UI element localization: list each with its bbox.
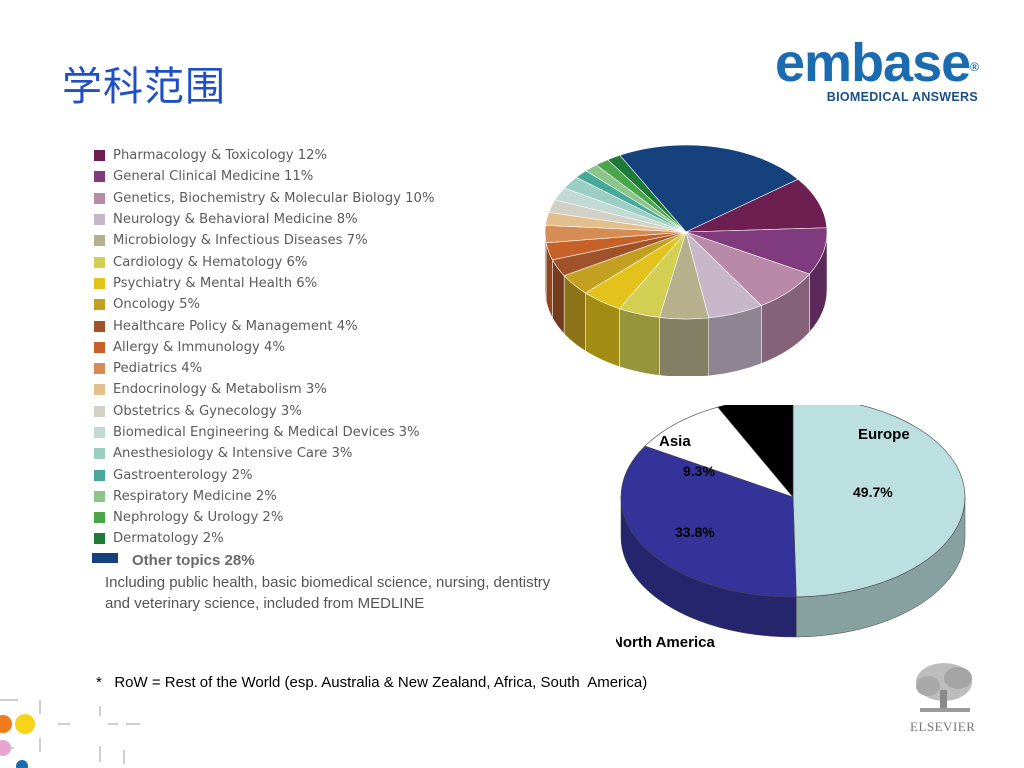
legend-item: Endocrinology & Metabolism 3% xyxy=(94,379,564,400)
data-label-asia: 9.3% xyxy=(683,463,715,479)
pie-slice-asia xyxy=(644,406,794,498)
embase-logo: embase® BIOMEDICAL ANSWERS xyxy=(738,33,979,104)
legend-swatch xyxy=(94,512,105,524)
legend-swatch xyxy=(94,427,105,438)
page-title: 学科范围 xyxy=(62,64,226,110)
legend-label: Allergy & Immunology 4% xyxy=(113,339,285,355)
region-label-north-america: North America xyxy=(616,634,715,651)
legend-item: Gastroenterology 2% xyxy=(94,464,564,485)
legend-swatch xyxy=(94,341,105,353)
legend-label: Psychiatry & Mental Health 6% xyxy=(113,275,318,291)
legend-swatch xyxy=(94,277,105,289)
subject-legend: Pharmacology & Toxicology 12% General Cli… xyxy=(94,145,564,550)
pie-slice-subject-19 xyxy=(607,154,687,233)
legend-label: General Clinical Medicine 11% xyxy=(113,169,314,185)
legend-label: Nephrology & Urology 2% xyxy=(113,510,284,526)
legend-item: Nephrology & Urology 2% xyxy=(94,507,564,528)
legend-label: Obstetrics & Gynecology 3% xyxy=(113,403,302,419)
legend-swatch xyxy=(94,405,105,417)
legend-item: Pediatrics 4% xyxy=(94,358,564,379)
legend-swatch xyxy=(94,235,105,247)
legend-label: Healthcare Policy & Management 4% xyxy=(113,318,358,334)
legend-swatch xyxy=(94,150,105,162)
legend-swatch xyxy=(94,192,105,204)
legend-swatch xyxy=(94,469,105,481)
region-label-row: RoW * xyxy=(748,417,792,434)
decorative-dots xyxy=(0,699,140,768)
legend-item: Respiratory Medicine 2% xyxy=(94,486,564,507)
pie-slice-row xyxy=(717,405,794,498)
legend-label: Dermatology 2% xyxy=(113,531,224,547)
legend-swatch xyxy=(94,256,105,268)
data-label-europe: 49.7% xyxy=(853,484,893,500)
elsevier-wordmark: ELSEVIER xyxy=(910,719,976,734)
elsevier-tree-logo xyxy=(916,663,972,712)
pie-slice-north-america xyxy=(620,445,797,598)
legend-label: Pharmacology & Toxicology 12% xyxy=(113,148,328,164)
logo-reg-mark: ® xyxy=(970,60,979,74)
legend-label: Pediatrics 4% xyxy=(113,361,203,377)
legend-label: Cardiology & Hematology 6% xyxy=(113,254,308,270)
deco-blue-dot xyxy=(16,760,28,768)
legend-item: Neurology & Behavioral Medicine 8% xyxy=(94,209,564,230)
pie-slice-subject-5-side xyxy=(659,317,709,376)
legend-item: Allergy & Immunology 4% xyxy=(94,337,564,358)
legend-label: Anesthesiology & Intensive Care 3% xyxy=(113,446,353,462)
legend-label: Genetics, Biochemistry & Molecular Biolo… xyxy=(113,190,435,206)
legend-label: Neurology & Behavioral Medicine 8% xyxy=(113,212,358,228)
legend-item: Healthcare Policy & Management 4% xyxy=(94,315,564,336)
pie-slice-subject-1 xyxy=(685,178,828,233)
legend-swatch xyxy=(94,299,105,311)
legend-swatch xyxy=(94,533,105,545)
legend-item: Oncology 5% xyxy=(94,294,564,315)
other-topics-swatch xyxy=(92,553,118,563)
legend-item: Anesthesiology & Intensive Care 3% xyxy=(94,443,564,464)
region-label-asia: Asia xyxy=(659,433,691,450)
legend-item: Obstetrics & Gynecology 3% xyxy=(94,401,564,422)
pie-slice-europe xyxy=(792,405,966,598)
legend-swatch xyxy=(94,363,105,375)
other-topics-label: Other topics 28% xyxy=(132,552,255,569)
region-label-europe: Europe xyxy=(858,426,910,443)
legend-label: Biomedical Engineering & Medical Devices… xyxy=(113,425,420,440)
region-pie-chart: RoW * Europe Asia North America 49.7% 33… xyxy=(616,405,966,651)
legend-item: Genetics, Biochemistry & Molecular Biolo… xyxy=(94,188,564,209)
deco-yellow-dot xyxy=(15,714,35,734)
deco-orange-dot xyxy=(0,715,12,733)
footnote: * RoW = Rest of the World (esp. Australi… xyxy=(96,674,648,691)
subject-pie-chart xyxy=(544,140,834,376)
pie-slice-subject-6-side xyxy=(619,308,660,376)
logo-word: embase xyxy=(775,33,971,93)
legend-item: Microbiology & Infectious Diseases 7% xyxy=(94,230,564,251)
legend-swatch xyxy=(94,384,105,396)
legend-item: Dermatology 2% xyxy=(94,528,564,549)
legend-item: General Clinical Medicine 11% xyxy=(94,166,564,187)
legend-swatch xyxy=(94,171,105,183)
legend-swatch xyxy=(94,490,105,502)
data-label-north-america: 33.8% xyxy=(675,524,715,540)
legend-swatch xyxy=(94,448,105,460)
legend-label: Endocrinology & Metabolism 3% xyxy=(113,382,327,398)
legend-item: Cardiology & Hematology 6% xyxy=(94,251,564,272)
legend-swatch xyxy=(94,320,105,332)
legend-item: Pharmacology & Toxicology 12% xyxy=(94,145,564,166)
logo-tagline: BIOMEDICAL ANSWERS xyxy=(826,90,978,104)
other-topics-description: Including public health, basic biomedica… xyxy=(105,574,551,612)
legend-item: Psychiatry & Mental Health 6% xyxy=(94,273,564,294)
legend-label: Respiratory Medicine 2% xyxy=(113,488,277,504)
legend-label: Oncology 5% xyxy=(113,297,201,313)
legend-swatch xyxy=(94,214,105,226)
legend-label: Microbiology & Infectious Diseases 7% xyxy=(113,233,368,249)
legend-item: Biomedical Engineering & Medical Devices… xyxy=(94,422,564,443)
legend-label: Gastroenterology 2% xyxy=(113,467,253,483)
deco-pink-dot xyxy=(0,740,11,756)
pie-slice-other-topics xyxy=(619,144,799,233)
